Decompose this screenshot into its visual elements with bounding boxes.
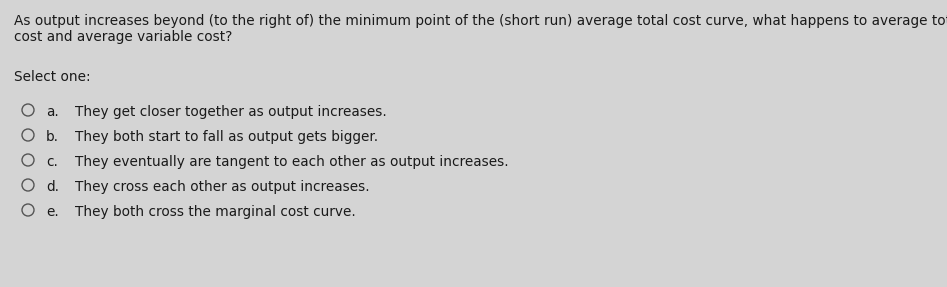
Text: e.: e. xyxy=(46,205,59,219)
Text: They get closer together as output increases.: They get closer together as output incre… xyxy=(75,105,386,119)
Text: cost and average variable cost?: cost and average variable cost? xyxy=(14,30,232,44)
Text: They cross each other as output increases.: They cross each other as output increase… xyxy=(75,180,369,194)
Text: d.: d. xyxy=(46,180,59,194)
Text: Select one:: Select one: xyxy=(14,70,91,84)
Text: As output increases beyond (to the right of) the minimum point of the (short run: As output increases beyond (to the right… xyxy=(14,14,947,28)
Text: They both start to fall as output gets bigger.: They both start to fall as output gets b… xyxy=(75,130,378,144)
Text: a.: a. xyxy=(46,105,59,119)
Text: They both cross the marginal cost curve.: They both cross the marginal cost curve. xyxy=(75,205,356,219)
Text: b.: b. xyxy=(46,130,59,144)
Text: c.: c. xyxy=(46,155,58,169)
Text: They eventually are tangent to each other as output increases.: They eventually are tangent to each othe… xyxy=(75,155,509,169)
